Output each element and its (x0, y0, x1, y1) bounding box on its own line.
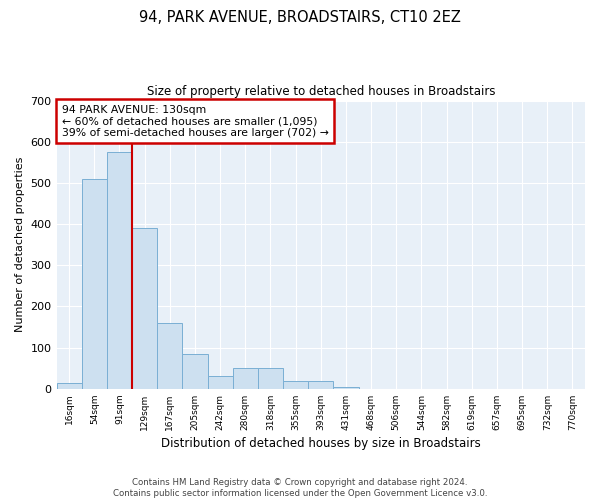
Text: Contains HM Land Registry data © Crown copyright and database right 2024.
Contai: Contains HM Land Registry data © Crown c… (113, 478, 487, 498)
Bar (208, 376, 233, 389)
Bar (82, 179, 107, 389)
Text: 94 PARK AVENUE: 130sqm
← 60% of detached houses are smaller (1,095)
39% of semi-: 94 PARK AVENUE: 130sqm ← 60% of detached… (62, 105, 329, 138)
Bar (334, 387, 359, 389)
Bar (132, 228, 157, 389)
Bar (233, 368, 258, 389)
Title: Size of property relative to detached houses in Broadstairs: Size of property relative to detached ho… (146, 85, 495, 98)
Bar (308, 380, 334, 389)
Bar (56, 382, 82, 389)
Text: 94, PARK AVENUE, BROADSTAIRS, CT10 2EZ: 94, PARK AVENUE, BROADSTAIRS, CT10 2EZ (139, 10, 461, 25)
Bar (107, 152, 132, 389)
Bar (283, 380, 308, 389)
Bar (157, 323, 182, 389)
X-axis label: Distribution of detached houses by size in Broadstairs: Distribution of detached houses by size … (161, 437, 481, 450)
Bar (258, 368, 283, 389)
Y-axis label: Number of detached properties: Number of detached properties (15, 157, 25, 332)
Bar (182, 354, 208, 389)
